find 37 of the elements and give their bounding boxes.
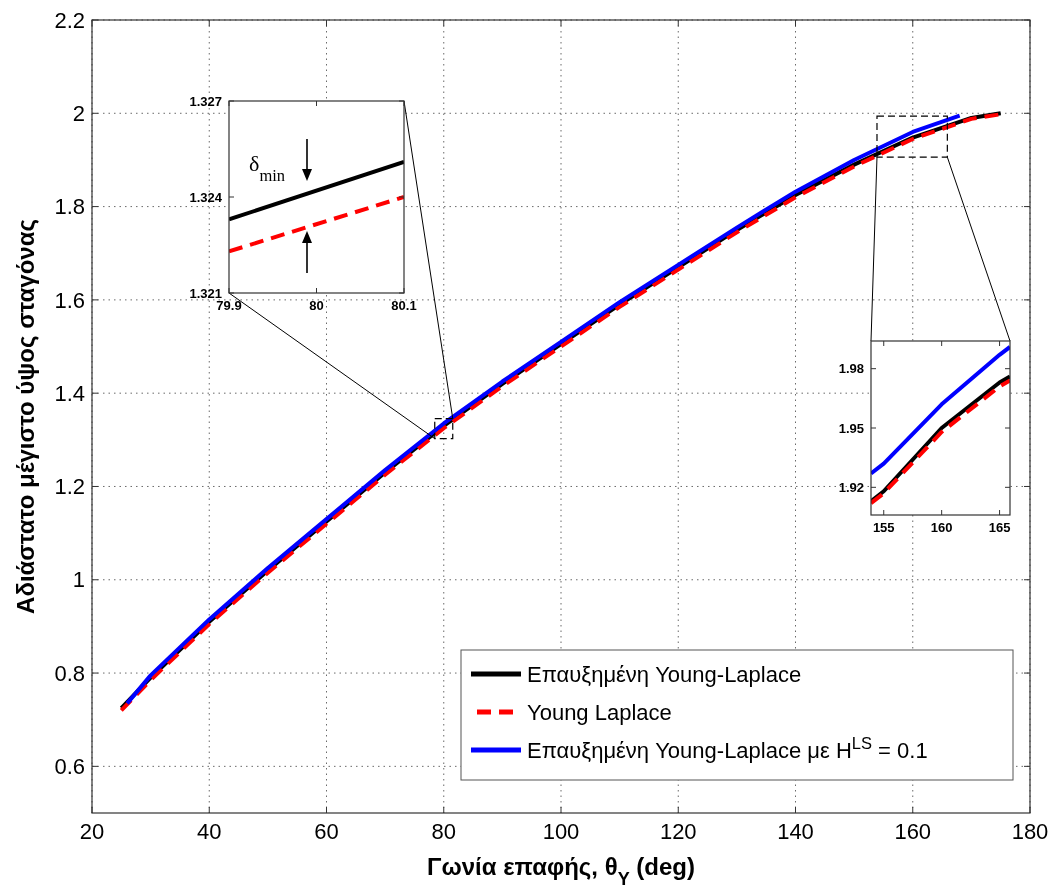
annotation: δ$_{min}$: [249, 151, 286, 185]
y-tick-label: 1.6: [54, 287, 85, 313]
legend-label: Επαυξημένη Young-Laplace με H$^{LS}$ = 0.1: [527, 733, 928, 763]
x-tick-label: 160: [894, 819, 932, 844]
x-tick-label: 79.9: [216, 298, 242, 313]
x-tick-label: 100: [542, 819, 580, 844]
line-series: [871, 344, 1010, 476]
x-tick-label: 80: [431, 819, 456, 844]
y-tick-label: 1.8: [54, 194, 85, 220]
x-tick-label: 80: [309, 298, 324, 313]
y-tick-label: 1.2: [54, 474, 85, 500]
x-tick-label: 165: [988, 520, 1011, 535]
y-tick-label: 1.98: [838, 361, 864, 377]
x-axis-title: Γωνία επαφής, θ$_{Y}$ (deg): [427, 853, 695, 888]
x-tick-label: 120: [659, 819, 697, 844]
legend-label: Επαυξημένη Young-Laplace: [527, 661, 802, 687]
x-tick-label: 180: [1011, 819, 1049, 844]
x-tick-label: 160: [930, 520, 953, 535]
y-axis-title: Αδιάστατο μέγιστο ύψος σταγόνας: [12, 219, 39, 614]
y-tick-label: 2.2: [54, 7, 85, 33]
y-tick-label: 1.4: [54, 380, 85, 406]
x-tick-label: 60: [314, 819, 339, 844]
legend-label: Young Laplace: [527, 699, 672, 725]
x-tick-label: 140: [777, 819, 814, 844]
y-tick-label: 1.324: [189, 189, 223, 205]
y-tick-label: 1.92: [838, 479, 864, 495]
y-tick-label: 1.95: [838, 420, 864, 436]
y-tick-label: 2: [72, 100, 85, 126]
x-tick-label: 20: [79, 819, 105, 844]
y-tick-label: 0.6: [54, 754, 85, 780]
x-tick-label: 40: [197, 819, 222, 844]
x-tick-label: 80.1: [391, 298, 417, 313]
x-tick-label: 155: [872, 520, 895, 535]
y-tick-label: 1.327: [189, 93, 222, 109]
y-tick-label: 1: [72, 567, 85, 593]
y-tick-label: 0.8: [54, 660, 85, 686]
y-tick-label: 1.321: [189, 285, 222, 301]
